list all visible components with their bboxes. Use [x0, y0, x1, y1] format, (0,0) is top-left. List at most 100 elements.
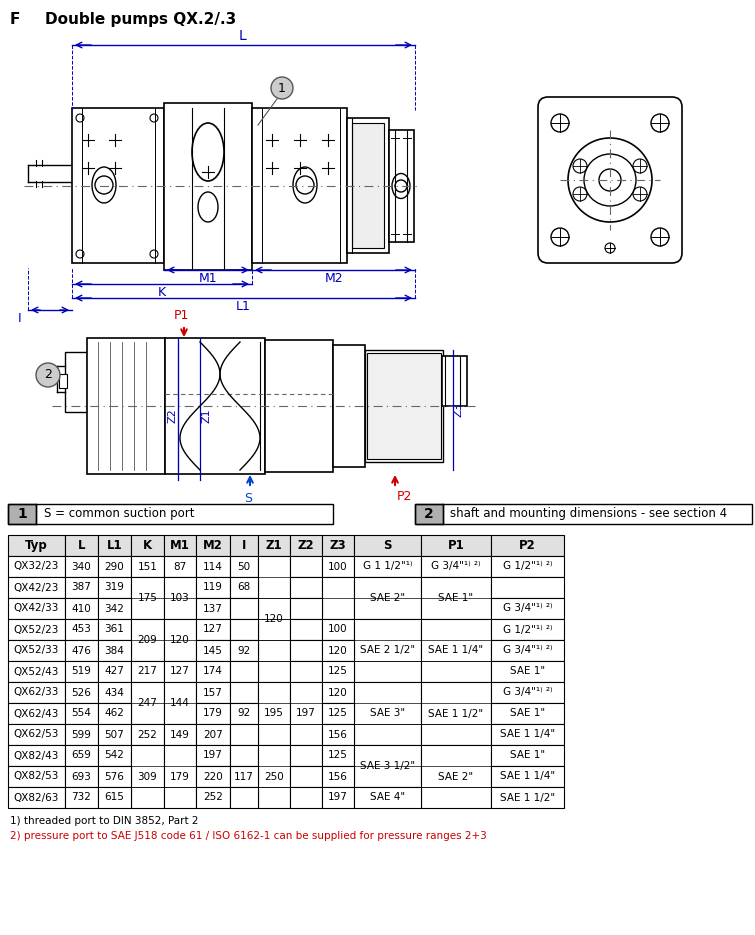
Bar	[196, 703, 230, 724]
Bar	[258, 535, 290, 556]
Text: 127: 127	[170, 667, 190, 677]
Text: 217: 217	[137, 667, 158, 677]
Bar	[290, 661, 322, 682]
Bar	[131, 682, 164, 724]
Bar	[352, 123, 384, 248]
Bar	[8, 504, 333, 524]
Bar	[164, 103, 252, 270]
Bar	[322, 619, 354, 640]
Bar	[8, 577, 65, 598]
Text: Z2: Z2	[167, 409, 177, 424]
Text: SAE 3": SAE 3"	[370, 709, 405, 718]
Text: SAE 1 1/4": SAE 1 1/4"	[428, 645, 483, 655]
Bar	[354, 787, 421, 808]
Text: F: F	[10, 12, 20, 27]
Bar	[491, 661, 564, 682]
Bar	[196, 577, 230, 598]
Text: 340: 340	[72, 562, 91, 571]
Text: QX82/53: QX82/53	[14, 771, 59, 782]
Text: 87: 87	[174, 562, 186, 571]
Bar	[365, 350, 443, 462]
Bar	[230, 598, 258, 619]
Bar	[65, 724, 98, 745]
Text: 175: 175	[137, 593, 158, 603]
Text: S: S	[244, 492, 252, 505]
Bar	[164, 724, 196, 745]
Bar	[59, 374, 67, 388]
Bar	[252, 108, 347, 263]
Bar	[8, 724, 65, 745]
Text: 92: 92	[237, 709, 251, 718]
Text: 250: 250	[264, 771, 284, 782]
Text: G 1 1/2"¹⁾: G 1 1/2"¹⁾	[362, 562, 412, 571]
Text: QX42/33: QX42/33	[14, 603, 59, 613]
Text: S = common suction port: S = common suction port	[44, 508, 195, 521]
Text: 659: 659	[72, 751, 91, 760]
Text: 100: 100	[328, 562, 348, 571]
Text: SAE 1 1/2": SAE 1 1/2"	[428, 709, 483, 718]
Text: 120: 120	[264, 614, 284, 624]
Text: QX62/53: QX62/53	[14, 729, 59, 740]
Bar	[415, 504, 752, 524]
Text: 114: 114	[203, 562, 223, 571]
Text: M1: M1	[199, 272, 217, 285]
Text: QX52/43: QX52/43	[14, 667, 59, 677]
Bar	[421, 619, 491, 682]
Text: SAE 1": SAE 1"	[439, 593, 473, 603]
Text: G 3/4"¹⁾ ²⁾: G 3/4"¹⁾ ²⁾	[503, 603, 552, 613]
Bar	[164, 619, 196, 661]
Bar	[367, 353, 441, 459]
Text: S: S	[384, 539, 392, 552]
Text: G 3/4"¹⁾ ²⁾: G 3/4"¹⁾ ²⁾	[503, 687, 552, 698]
Text: G 1/2"¹⁾ ²⁾: G 1/2"¹⁾ ²⁾	[503, 625, 552, 635]
Text: 207: 207	[203, 729, 223, 740]
Text: P1: P1	[174, 309, 190, 322]
Bar	[322, 745, 354, 766]
Bar	[491, 619, 564, 640]
Bar	[65, 619, 98, 640]
Bar	[196, 598, 230, 619]
Bar	[322, 703, 354, 724]
Bar	[230, 766, 258, 787]
Bar	[196, 766, 230, 787]
Bar	[8, 745, 65, 766]
Bar	[421, 577, 491, 619]
Bar	[491, 598, 564, 619]
Bar	[415, 504, 443, 524]
Text: QX32/23: QX32/23	[14, 562, 59, 571]
Bar	[230, 619, 258, 640]
Bar	[290, 556, 322, 577]
Bar	[491, 535, 564, 556]
Bar	[230, 661, 258, 682]
Bar	[65, 598, 98, 619]
Bar	[65, 703, 98, 724]
Bar	[354, 556, 421, 577]
Bar	[442, 356, 467, 406]
Bar	[421, 682, 491, 745]
Text: 144: 144	[170, 698, 190, 708]
Bar	[230, 640, 258, 661]
Bar	[322, 640, 354, 661]
Text: SAE 1 1/4": SAE 1 1/4"	[500, 771, 555, 782]
Bar	[131, 577, 164, 619]
Bar	[491, 577, 564, 598]
Bar	[164, 577, 196, 619]
Bar	[98, 598, 131, 619]
Text: SAE 1 1/2": SAE 1 1/2"	[500, 793, 555, 802]
Text: 462: 462	[104, 709, 125, 718]
Bar	[354, 535, 421, 556]
Text: SAE 1": SAE 1"	[510, 667, 545, 677]
Bar	[322, 556, 354, 577]
Bar	[131, 724, 164, 745]
Text: 519: 519	[72, 667, 91, 677]
Text: 119: 119	[203, 583, 223, 593]
Text: 156: 156	[328, 771, 348, 782]
Bar	[491, 640, 564, 661]
Text: SAE 1": SAE 1"	[510, 751, 545, 760]
Bar	[98, 577, 131, 598]
Text: 252: 252	[137, 729, 158, 740]
Text: 2: 2	[424, 507, 434, 521]
Bar	[290, 682, 322, 745]
Bar	[421, 535, 491, 556]
Text: QX82/63: QX82/63	[14, 793, 59, 802]
